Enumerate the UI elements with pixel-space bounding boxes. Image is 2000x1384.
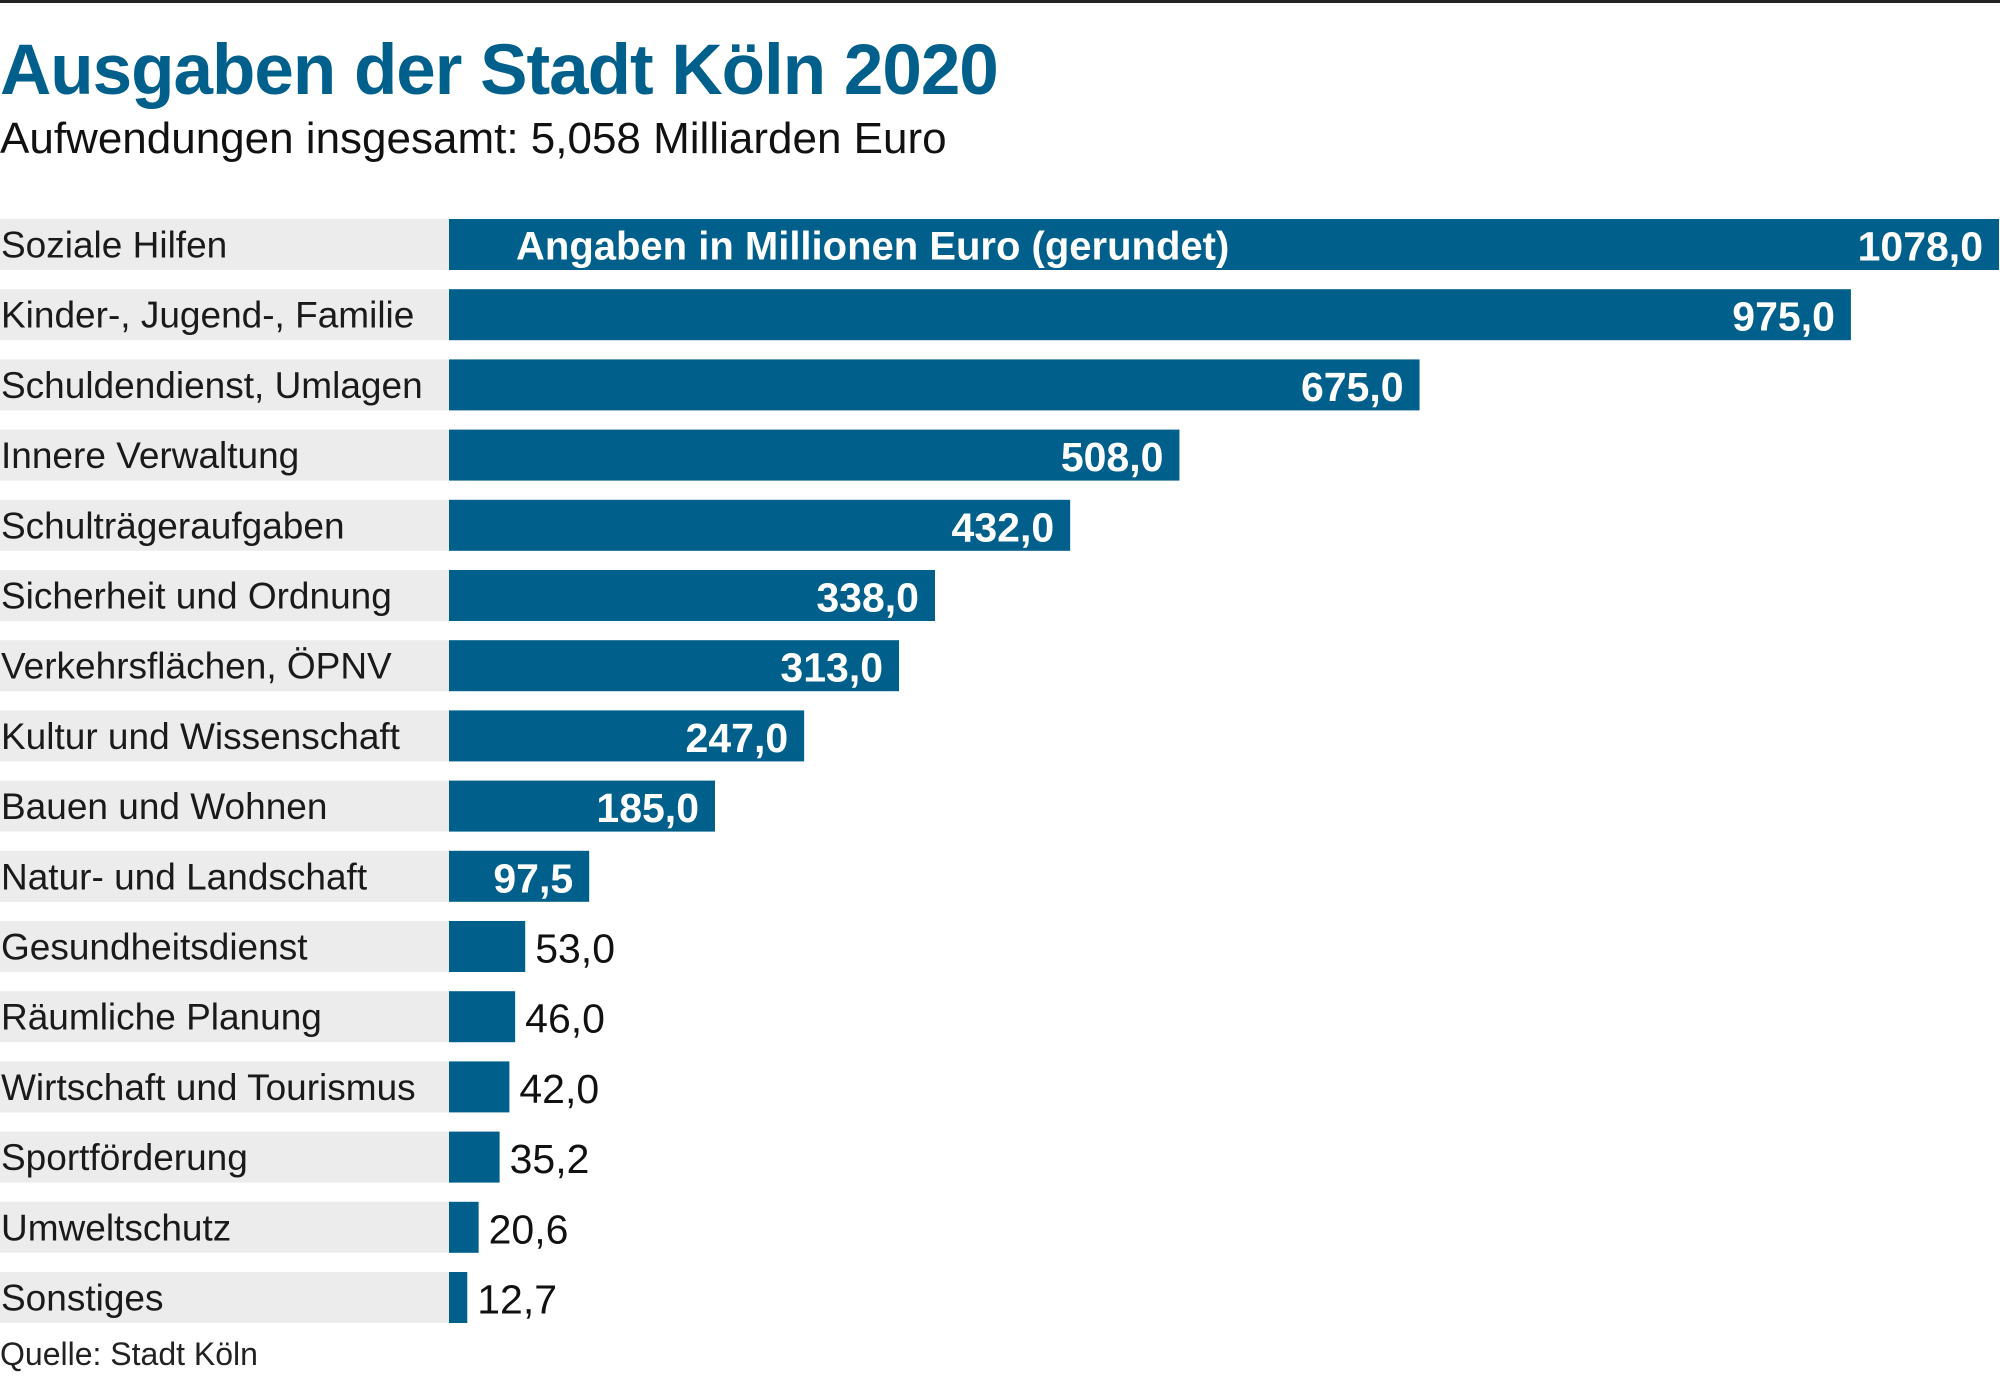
row-background	[0, 991, 449, 1043]
row-background	[0, 1201, 449, 1253]
category-label: Kinder-, Jugend-, Familie	[1, 295, 414, 336]
unit-annotation: Angaben in Millionen Euro (gerundet)	[516, 225, 1229, 269]
bar	[449, 780, 716, 832]
row-background	[0, 850, 449, 902]
value-label: 46,0	[525, 996, 605, 1042]
row-background	[0, 1131, 449, 1183]
bar	[449, 499, 1071, 551]
category-label: Sportförderung	[1, 1137, 248, 1178]
bar	[449, 1131, 500, 1183]
row-background	[0, 1061, 449, 1113]
bar	[449, 640, 900, 692]
bar	[449, 1061, 510, 1113]
category-label: Wirtschaft und Tourismus	[1, 1067, 416, 1108]
category-label: Räumliche Planung	[1, 997, 322, 1038]
row-background	[0, 640, 449, 692]
bar	[449, 570, 935, 621]
value-label: 432,0	[952, 504, 1055, 550]
bar	[449, 359, 1420, 411]
row-background	[0, 289, 449, 341]
category-label: Gesundheitsdienst	[1, 927, 308, 968]
bar	[449, 921, 526, 972]
category-label: Kultur und Wissenschaft	[1, 716, 401, 757]
category-label: Verkehrsflächen, ÖPNV	[1, 646, 392, 687]
value-label: 97,5	[493, 855, 573, 901]
value-label: 508,0	[1061, 434, 1164, 480]
bar	[449, 710, 805, 762]
row-background	[0, 429, 449, 481]
row-background	[0, 219, 449, 270]
value-label: 42,0	[519, 1066, 599, 1112]
category-label: Schuldendienst, Umlagen	[1, 365, 423, 406]
value-label: 12,7	[477, 1277, 557, 1323]
bar	[449, 991, 516, 1043]
value-label: 20,6	[489, 1206, 569, 1252]
category-label: Innere Verwaltung	[1, 435, 299, 476]
category-label: Umweltschutz	[1, 1207, 231, 1248]
bar	[449, 850, 590, 902]
category-label: Soziale Hilfen	[1, 225, 227, 266]
value-label: 35,2	[510, 1136, 590, 1182]
value-label: 53,0	[535, 926, 615, 972]
chart-title: Ausgaben der Stadt Köln 2020	[0, 31, 999, 110]
category-label: Sicherheit und Ordnung	[1, 576, 392, 617]
bar	[449, 289, 1851, 341]
bar	[449, 1272, 468, 1323]
top-rule	[0, 0, 2000, 3]
value-label: 185,0	[596, 785, 699, 831]
source-note: Quelle: Stadt Köln	[0, 1336, 258, 1372]
value-label: 1078,0	[1858, 224, 1983, 270]
row-background	[0, 499, 449, 551]
value-label: 338,0	[816, 575, 919, 621]
value-label: 313,0	[780, 645, 883, 691]
row-background	[0, 359, 449, 411]
category-label: Sonstiges	[1, 1278, 164, 1319]
chart-subtitle: Aufwendungen insgesamt: 5,058 Milliarden…	[0, 114, 947, 163]
row-background	[0, 570, 449, 621]
value-label: 975,0	[1732, 294, 1835, 340]
row-background	[0, 780, 449, 832]
row-background	[0, 710, 449, 762]
category-label: Natur- und Landschaft	[1, 856, 368, 897]
category-label: Schulträgeraufgaben	[1, 505, 345, 546]
value-label: 675,0	[1301, 364, 1404, 410]
value-label: 247,0	[686, 715, 789, 761]
bar	[449, 219, 1999, 270]
bar	[449, 1201, 479, 1253]
row-background	[0, 921, 449, 972]
row-background	[0, 1272, 449, 1323]
category-label: Bauen und Wohnen	[1, 786, 327, 827]
bar	[449, 429, 1180, 481]
